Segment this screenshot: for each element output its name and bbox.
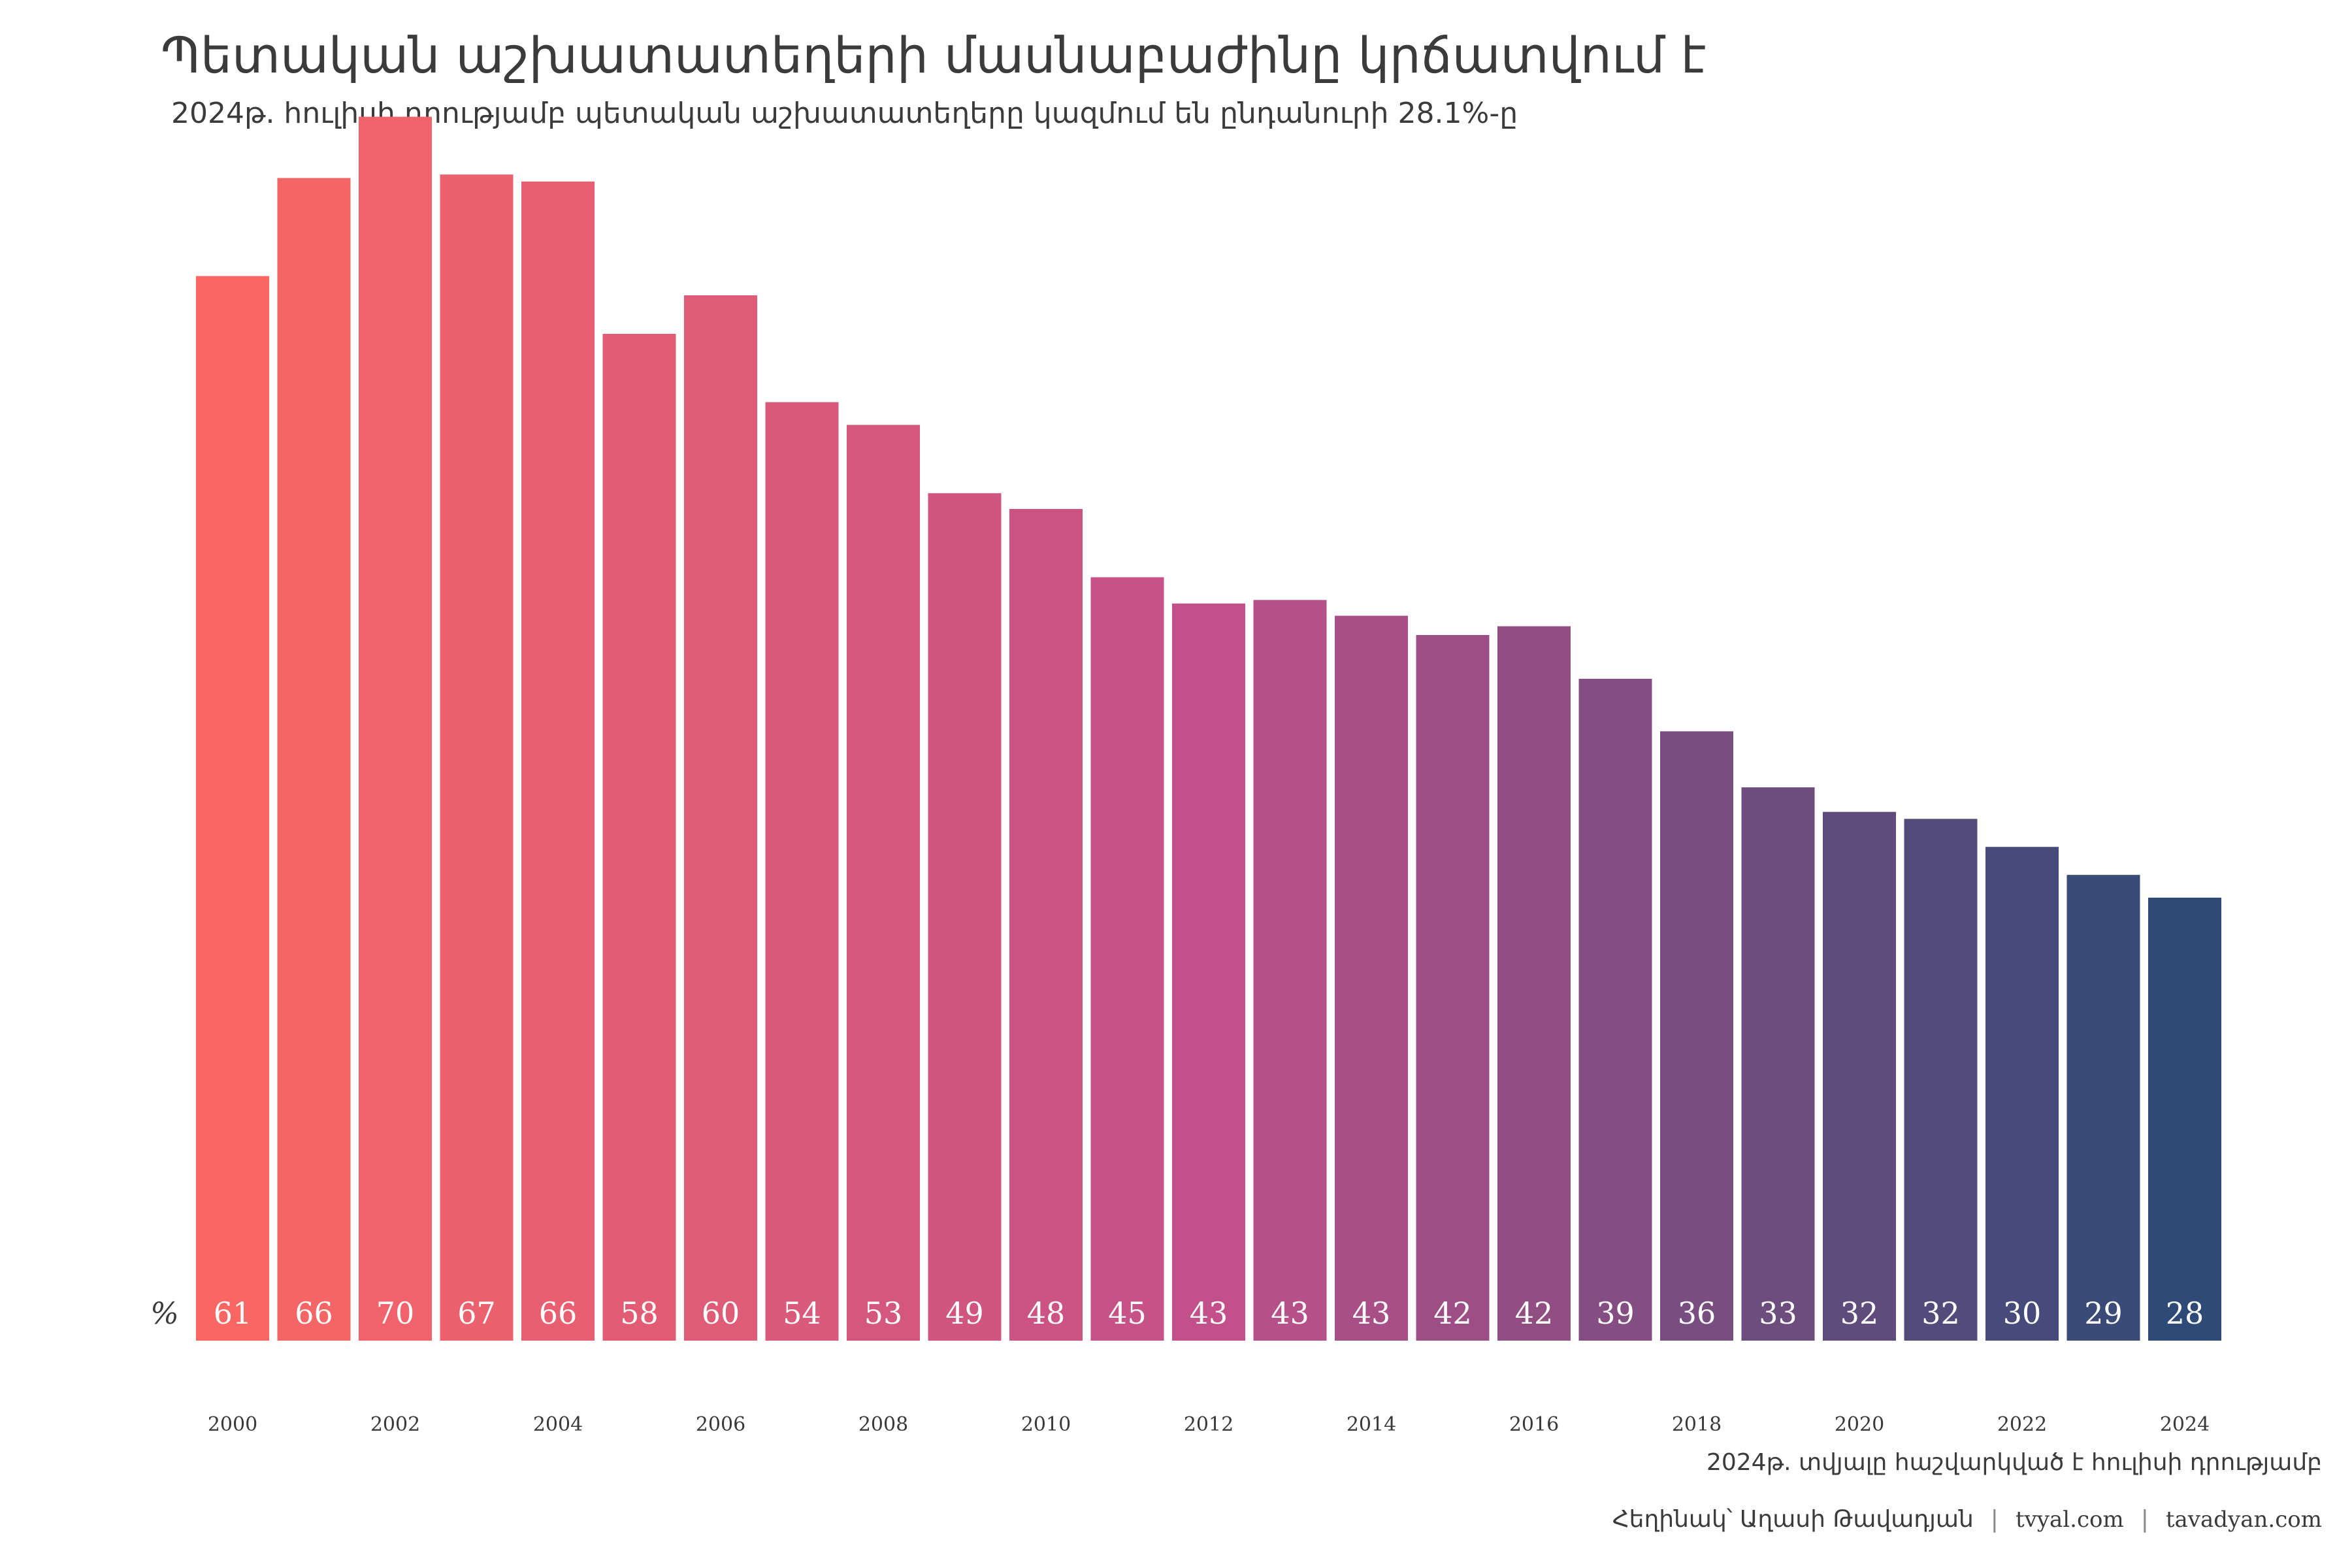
data-label-2013: 43 xyxy=(1271,1296,1309,1331)
data-label-2017: 39 xyxy=(1596,1296,1635,1331)
bar-2011 xyxy=(1090,577,1164,1341)
data-label-2024: 28 xyxy=(2166,1296,2204,1331)
bars-group xyxy=(196,116,2221,1341)
x-tick-2010: 2010 xyxy=(1021,1413,1071,1436)
bar-2016 xyxy=(1497,626,1571,1341)
bar-2001 xyxy=(277,178,351,1341)
bar-2017 xyxy=(1578,678,1652,1341)
bar-2024 xyxy=(2148,897,2221,1341)
data-label-2002: 70 xyxy=(376,1296,415,1331)
chart-title: Պետական աշխատատեղերի մասնաբաժինը կրճատվո… xyxy=(161,26,1707,84)
data-label-2000: 61 xyxy=(214,1296,252,1331)
x-axis-ticks: 2000 2002 2004 2006 2008 2010 2012 2014 2016 2018… xyxy=(208,1413,2210,1436)
data-label-2004: 66 xyxy=(539,1296,578,1331)
data-label-2018: 36 xyxy=(1678,1296,1716,1331)
bar-2006 xyxy=(684,295,757,1341)
footer-separator: | xyxy=(1990,1506,1999,1533)
site-link-tavadyan[interactable]: tavadyan.com xyxy=(2165,1507,2322,1533)
bar-2020 xyxy=(1823,811,1896,1341)
x-tick-2004: 2004 xyxy=(533,1413,583,1436)
bar-2005 xyxy=(602,334,676,1341)
bar-2002 xyxy=(359,116,432,1341)
x-tick-2024: 2024 xyxy=(2160,1413,2210,1436)
data-label-2021: 32 xyxy=(1921,1296,1960,1331)
footer-credits: Հեղինակ՝ Աղասի Թավադյան | tvyal.com | tavady… xyxy=(1612,1506,2322,1533)
data-label-2010: 48 xyxy=(1027,1296,1066,1331)
bar-2000 xyxy=(196,276,269,1341)
data-label-2006: 60 xyxy=(702,1296,740,1331)
x-tick-2016: 2016 xyxy=(1509,1413,1559,1436)
data-label-2003: 67 xyxy=(457,1296,496,1331)
footer-separator: | xyxy=(2140,1506,2149,1533)
bar-2012 xyxy=(1172,603,1245,1341)
bar-2021 xyxy=(1904,819,1978,1341)
bar-2023 xyxy=(2066,875,2140,1341)
bar-2007 xyxy=(765,402,839,1341)
data-label-2009: 49 xyxy=(945,1296,984,1331)
bar-2004 xyxy=(521,181,595,1341)
bar-2008 xyxy=(847,425,920,1341)
unit-label: % xyxy=(150,1296,179,1331)
x-tick-2020: 2020 xyxy=(1835,1413,1884,1436)
x-tick-2002: 2002 xyxy=(370,1413,420,1436)
data-label-2007: 54 xyxy=(783,1296,821,1331)
bar-2009 xyxy=(928,493,1002,1341)
data-label-2012: 43 xyxy=(1190,1296,1228,1331)
data-label-2016: 42 xyxy=(1515,1296,1554,1331)
x-tick-2012: 2012 xyxy=(1184,1413,1233,1436)
data-label-2022: 30 xyxy=(2003,1296,2042,1331)
data-label-2014: 43 xyxy=(1352,1296,1391,1331)
x-tick-2006: 2006 xyxy=(696,1413,745,1436)
x-tick-2000: 2000 xyxy=(208,1413,257,1436)
data-label-2011: 45 xyxy=(1108,1296,1147,1331)
data-label-2005: 58 xyxy=(620,1296,659,1331)
bar-2022 xyxy=(1985,847,2059,1341)
data-labels-group: 61 66 70 67 66 58 60 54 53 49 48 45 43 43 43 42 42 39 36 33… xyxy=(214,1296,2204,1331)
site-link-tvyal[interactable]: tvyal.com xyxy=(2015,1507,2124,1533)
data-label-2001: 66 xyxy=(295,1296,333,1331)
x-tick-2014: 2014 xyxy=(1347,1413,1396,1436)
data-label-2019: 33 xyxy=(1759,1296,1797,1331)
data-label-2023: 29 xyxy=(2084,1296,2123,1331)
bar-2010 xyxy=(1009,509,1083,1341)
data-note-caption: 2024թ. տվյալը հաշվարկված է հուլիսի դրութ… xyxy=(1706,1449,2322,1476)
x-tick-2018: 2018 xyxy=(1672,1413,1722,1436)
data-label-2008: 53 xyxy=(864,1296,903,1331)
bar-2014 xyxy=(1335,615,1408,1341)
bar-2018 xyxy=(1660,731,1733,1341)
bar-2019 xyxy=(1741,787,1815,1341)
bar-2013 xyxy=(1253,600,1327,1341)
x-tick-2008: 2008 xyxy=(858,1413,908,1436)
x-tick-2022: 2022 xyxy=(1997,1413,2047,1436)
data-label-2015: 42 xyxy=(1433,1296,1472,1331)
bar-2015 xyxy=(1416,634,1490,1341)
data-label-2020: 32 xyxy=(1840,1296,1879,1331)
author-credit: Հեղինակ՝ Աղասի Թավադյան xyxy=(1612,1506,1974,1533)
bar-2003 xyxy=(440,174,514,1341)
